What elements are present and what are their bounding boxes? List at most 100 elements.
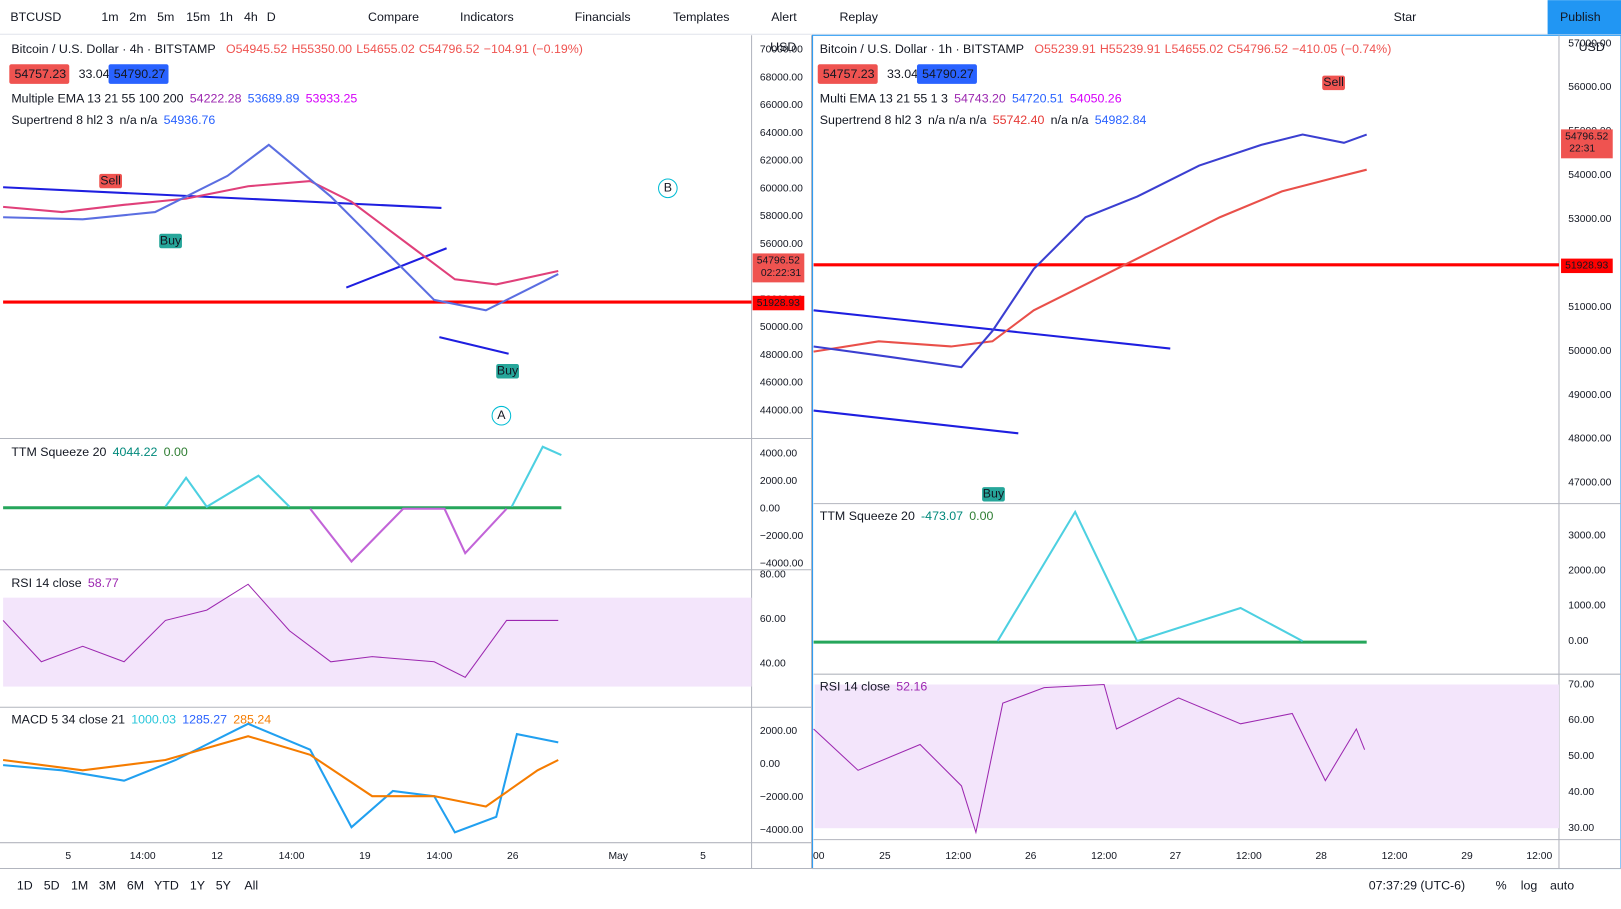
price-label: 53000.00: [1568, 214, 1611, 225]
time-label: 14:00: [130, 851, 156, 862]
interval[interactable]: 1m: [101, 10, 118, 24]
price-label: 48000.00: [1568, 434, 1611, 445]
rsi-axis-label: 80.00: [760, 570, 786, 581]
range-button[interactable]: YTD: [154, 878, 179, 892]
rsi-legend: RSI 14 close 58.77: [11, 577, 119, 591]
toolbar-button[interactable]: Compare: [368, 10, 419, 24]
ttm-axis-label: 2000.00: [1568, 566, 1606, 577]
range-button[interactable]: 3M: [99, 878, 116, 892]
rsi-band: [3, 597, 752, 687]
range-button[interactable]: 5Y: [216, 878, 231, 892]
ttm-legend: TTM Squeeze 20 -473.07 0.00: [820, 509, 994, 523]
time-label: 14:00: [426, 851, 452, 862]
price-badge: [817, 64, 878, 84]
time-label: 26: [1025, 851, 1037, 862]
supertrend-legend-part: 54936.76: [164, 113, 216, 127]
ttm-legend-part: 0.00: [969, 509, 993, 523]
price-label: 51000.00: [1568, 302, 1611, 313]
scale-option[interactable]: log: [1521, 878, 1538, 892]
scale-option[interactable]: auto: [1550, 878, 1574, 892]
ttm-legend: TTM Squeeze 20 4044.22 0.00: [11, 445, 187, 459]
publish-button[interactable]: Publish: [1560, 10, 1601, 24]
signal-label: A: [497, 408, 506, 422]
range-button[interactable]: 1M: [71, 878, 88, 892]
ttm-axis-label: 1000.00: [1568, 601, 1606, 612]
legend-title: Bitcoin / U.S. Dollar · 1h · BITSTAMP O55…: [820, 42, 1392, 56]
range-button[interactable]: All: [244, 878, 258, 892]
range-button[interactable]: 5D: [44, 878, 60, 892]
legend-title-part: H55239.91: [1100, 42, 1161, 56]
rsi-axis-label: 60.00: [1568, 715, 1594, 726]
legend-title-part: L54655.02: [1165, 42, 1224, 56]
ttm-axis-label: 0.00: [760, 504, 780, 515]
ttm-legend-part: TTM Squeeze 20: [820, 509, 915, 523]
interval[interactable]: 1h: [219, 10, 233, 24]
interval[interactable]: 5m: [157, 10, 174, 24]
rsi-axis-label: 70.00: [1568, 679, 1594, 690]
price-label: 50000.00: [1568, 346, 1611, 357]
ema-legend: Multi EMA 13 21 55 1 3 54743.20 54720.51 54…: [820, 92, 1122, 106]
toolbar-button[interactable]: Alert: [771, 10, 797, 24]
price-label: 50000.00: [760, 322, 803, 333]
signal-label: Sell: [100, 173, 121, 187]
scale-option[interactable]: %: [1496, 878, 1507, 892]
star-button[interactable]: Star: [1394, 10, 1417, 24]
price-badge-text: 54790.27: [114, 67, 166, 81]
ema-legend-part: 54720.51: [1012, 92, 1064, 106]
legend-title-part: C54796.52: [1227, 42, 1288, 56]
toolbar-button[interactable]: Templates: [673, 10, 729, 24]
toolbar-button[interactable]: Indicators: [460, 10, 514, 24]
rsi-legend-part: 58.77: [88, 577, 119, 591]
price-label: 60000.00: [760, 183, 803, 194]
toolbar-button[interactable]: Replay: [839, 10, 878, 24]
time-label: 5: [65, 851, 71, 862]
price-label: 66000.00: [760, 100, 803, 111]
ttm-legend-part: 0.00: [164, 445, 188, 459]
macd-axis-label: 0.00: [760, 759, 780, 770]
currency: USD: [770, 40, 796, 54]
level-price: 51928.93: [1565, 261, 1608, 272]
ema-legend-part: Multiple EMA 13 21 55 100 200: [11, 92, 183, 106]
ttm-axis-label: 3000.00: [1568, 530, 1606, 541]
range-button[interactable]: 6M: [127, 878, 144, 892]
level-bg: [752, 295, 805, 311]
price-label: 58000.00: [760, 211, 803, 222]
time-label: 12:00: [945, 851, 971, 862]
countdown: 22:31: [1569, 144, 1595, 155]
signal-bg: [99, 173, 122, 189]
signal-label: Buy: [160, 233, 182, 247]
legend-title-part: Bitcoin / U.S. Dollar · 4h · BITSTAMP: [11, 42, 215, 56]
price-badge: [9, 64, 70, 84]
interval[interactable]: 4h: [244, 10, 258, 24]
legend-title-part: L54655.02: [356, 42, 415, 56]
macd-legend-part: 285.24: [233, 713, 271, 727]
separators: [0, 35, 1621, 870]
ttm-legend-part: -473.07: [921, 509, 963, 523]
price-label: 70000.00: [760, 45, 803, 56]
range-button[interactable]: 1Y: [190, 878, 205, 892]
ema-legend: Multiple EMA 13 21 55 100 200 54222.28 536…: [11, 92, 357, 106]
legend-title: Bitcoin / U.S. Dollar · 4h · BITSTAMP O54…: [11, 42, 583, 56]
rsi-legend-part: RSI 14 close: [820, 680, 890, 694]
price-label: 57000.00: [1568, 38, 1611, 49]
interval[interactable]: D: [267, 10, 276, 24]
price-label: 54000.00: [1568, 170, 1611, 181]
macd-legend-part: MACD 5 34 close 21: [11, 713, 125, 727]
price-label: 68000.00: [760, 72, 803, 83]
supertrend-legend-part: Supertrend 8 hl2 3: [820, 113, 922, 127]
range-button[interactable]: 1D: [17, 878, 33, 892]
time-label: 28: [1315, 851, 1327, 862]
interval[interactable]: 2m: [129, 10, 146, 24]
time-label: 25: [879, 851, 891, 862]
price-label: 47000.00: [1568, 478, 1611, 489]
symbol[interactable]: BTCUSD: [10, 10, 61, 24]
time-label: 00: [813, 851, 825, 862]
price-label: 48000.00: [760, 350, 803, 361]
last-price-bg: [752, 253, 805, 283]
interval[interactable]: 15m: [186, 10, 210, 24]
rsi-legend-part: RSI 14 close: [11, 577, 81, 591]
price-badge-text: 33.04: [79, 67, 110, 81]
toolbar-button[interactable]: Financials: [575, 10, 631, 24]
price-label: 62000.00: [760, 156, 803, 167]
